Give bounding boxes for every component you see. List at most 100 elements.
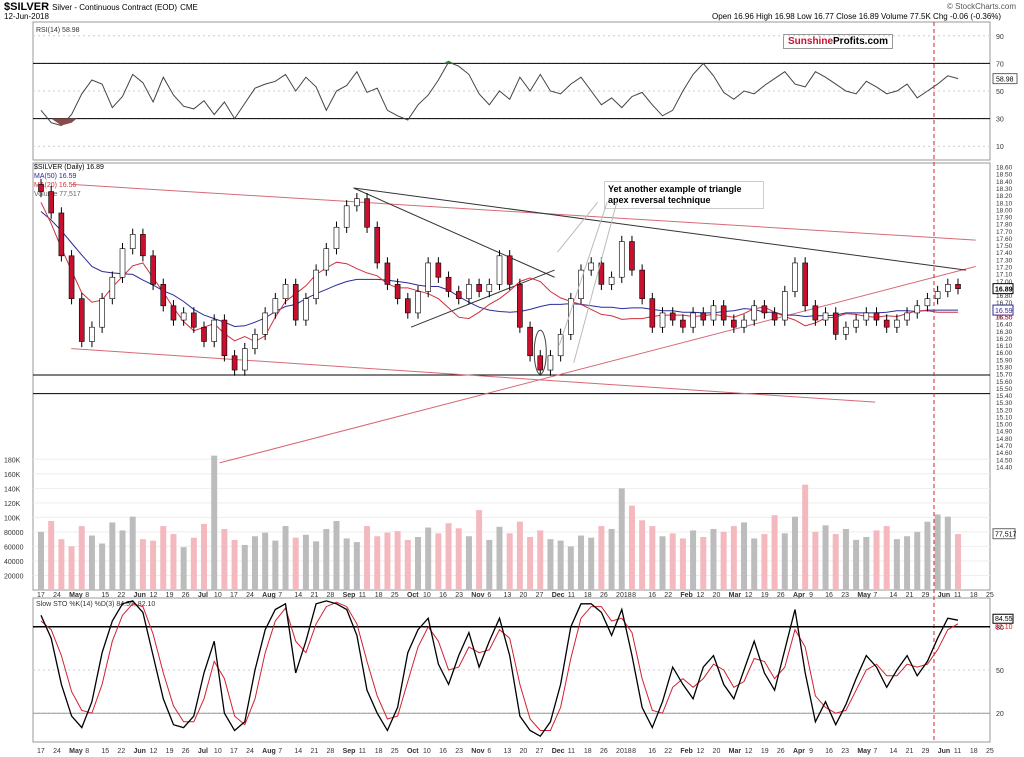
date-label-bottom: 16: [825, 748, 833, 755]
candle-body: [629, 241, 635, 271]
date-label-top: 23: [455, 592, 463, 599]
candle-body: [99, 298, 105, 328]
date-label-bottom: 26: [777, 748, 785, 755]
sto-title: Slow STO %K(14) %D(3) 84.55, 82.10: [36, 601, 155, 608]
volume-bar: [99, 543, 106, 590]
price-tick-label: 15.10: [996, 414, 1013, 421]
date-label-top: 21: [906, 592, 914, 599]
date-label-top: Jun: [938, 592, 950, 599]
date-label-top: 7: [278, 592, 282, 599]
price-tick-label: 18.30: [996, 186, 1013, 193]
volume-bar: [853, 539, 860, 590]
date-label-bottom: Feb: [680, 748, 692, 755]
price-tick-label: 15.30: [996, 400, 1013, 407]
volume-bar: [659, 536, 666, 590]
date-label-bottom: 9: [809, 748, 813, 755]
candle-body: [843, 326, 849, 335]
date-label-bottom: 10: [423, 748, 431, 755]
volume-value-badge: [992, 528, 1016, 540]
volume-bar: [109, 522, 116, 590]
volume-bar: [791, 516, 798, 590]
date-label-bottom: 8: [632, 748, 636, 755]
candle-body: [771, 312, 778, 321]
date-label-top: 20: [713, 592, 721, 599]
date-label-top: 7: [873, 592, 877, 599]
volume-bar: [578, 535, 585, 590]
volume-bar: [944, 516, 951, 590]
date-label-bottom: 18: [970, 748, 978, 755]
volume-bar: [608, 528, 615, 590]
volume-bar: [598, 526, 605, 590]
sto-tick-label: 20: [996, 711, 1004, 718]
date-label-top: 14: [294, 592, 302, 599]
price-tick-label: 17.20: [996, 265, 1013, 272]
volume-bar: [761, 534, 768, 590]
price-tick-label: 18.50: [996, 172, 1013, 179]
date-label-bottom: 21: [310, 748, 318, 755]
ma50-value-badge: [992, 304, 1014, 316]
date-label-bottom: 22: [664, 748, 672, 755]
rsi-line: [40, 61, 959, 127]
date-label-top: Feb: [680, 592, 692, 599]
callout-pointer: [573, 202, 618, 364]
date-label-bottom: 11: [359, 748, 366, 755]
volume-bar: [547, 539, 554, 590]
volume-bar: [751, 538, 758, 590]
volume-bar: [700, 536, 707, 590]
volume-bar: [873, 530, 880, 590]
candle-body: [486, 284, 493, 292]
date-label-top: Jul: [198, 592, 208, 599]
candle-body: [272, 298, 279, 314]
volume-bar: [139, 539, 146, 590]
brand-logo[interactable]: SunshineProfits.com: [783, 34, 894, 49]
symbol-title: $SILVER Silver - Continuous Contract (EO…: [4, 1, 198, 13]
date-label-top: Mar: [729, 592, 742, 599]
volume-bar: [771, 515, 778, 590]
date-label-bottom: 29: [922, 748, 930, 755]
candle-body: [394, 284, 401, 299]
date-label-bottom: 23: [841, 748, 849, 755]
price-tick-label: 15.00: [996, 422, 1013, 429]
rsi-tick-label: 70: [996, 61, 1004, 68]
price-legend: $SILVER (Daily) 16.89 MA(50) 16.59 MA(20…: [34, 163, 104, 199]
date-label-bottom: 24: [246, 748, 254, 755]
candle-body: [741, 319, 747, 328]
date-label-bottom: 16: [648, 748, 656, 755]
price-tick-label: 18.00: [996, 207, 1013, 214]
volume-bar: [88, 535, 95, 590]
date-label-top: 6: [487, 592, 491, 599]
price-tick-label: 17.40: [996, 250, 1013, 257]
candle-body: [323, 248, 330, 271]
date-label-bottom: 7: [278, 748, 282, 755]
volume-bar: [802, 484, 809, 590]
price-tick-label: 17.70: [996, 229, 1013, 236]
volume-bar: [465, 536, 472, 590]
date-label-top: 12: [150, 592, 158, 599]
candle-body: [934, 291, 941, 299]
date-label-top: 27: [536, 592, 544, 599]
candle-body: [354, 198, 360, 207]
candle-body: [781, 291, 788, 321]
candle-body: [140, 234, 146, 257]
volume-bar: [496, 526, 503, 590]
volume-bar: [435, 533, 442, 590]
date-label-bottom: 25: [391, 748, 399, 755]
date-label-bottom: May: [69, 748, 83, 755]
sto-k-badge-text: 84.55: [995, 616, 1013, 623]
candle-body: [720, 305, 727, 321]
date-label-bottom: 20: [713, 748, 721, 755]
candle-body: [792, 262, 798, 292]
date-label-bottom: Aug: [262, 748, 276, 755]
date-label-bottom: 11: [954, 748, 961, 755]
date-label-top: 16: [648, 592, 656, 599]
candle-body: [608, 276, 615, 285]
date-label-top: 26: [600, 592, 608, 599]
date-label-top: 23: [841, 592, 849, 599]
candle-body: [435, 262, 442, 278]
candle-body: [78, 298, 85, 342]
volume-bar: [720, 531, 727, 590]
date-label-bottom: Jul: [198, 748, 208, 755]
candle-body: [129, 234, 136, 249]
price-tick-label: 16.20: [996, 336, 1013, 343]
volume-bar: [904, 536, 911, 590]
